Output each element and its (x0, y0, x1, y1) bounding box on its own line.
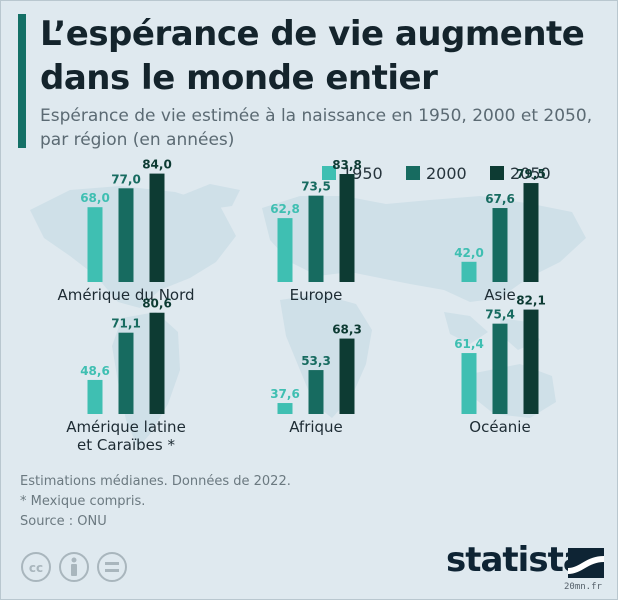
value-label-2050-3: 80,6 (142, 297, 172, 311)
note-estimates: Estimations médianes. Données de 2022. (20, 474, 291, 489)
bar-2050-0 (149, 173, 165, 282)
region-label-4-0: Afrique (289, 418, 343, 436)
region-label-3-1: et Caraïbes * (77, 436, 175, 454)
bar-1950-0 (87, 207, 103, 282)
bar-1950-5 (461, 353, 477, 414)
value-label-1950-2: 42,0 (454, 246, 484, 260)
value-label-2050-1: 83,8 (332, 158, 362, 172)
value-label-2050-0: 84,0 (142, 158, 172, 172)
watermark: 20mn.fr (564, 582, 602, 592)
value-label-2000-2: 67,6 (485, 192, 515, 206)
value-label-1950-5: 61,4 (454, 337, 484, 351)
region-label-2-0: Asie (484, 286, 515, 304)
region-group-2: 42,0 67,679,5 Asie (454, 167, 546, 304)
region-label-3-0: Amérique latine (66, 418, 186, 436)
region-group-0: 68,077,084,0 Amérique du Nord (57, 158, 194, 304)
region-group-5: 61,4 75,482,1 Océanie (454, 294, 546, 436)
region-group-4: 37,6 53,3 68,3 Afrique (270, 323, 362, 436)
bar-2000-0 (118, 188, 134, 282)
legend-swatch-1950 (322, 166, 336, 180)
creative-commons-icon: cc (21, 552, 51, 582)
chart-notes: Estimations médianes. Données de 2022. *… (20, 472, 440, 532)
legend-swatch-2000 (406, 166, 420, 180)
value-label-1950-3: 48,6 (80, 364, 110, 378)
value-label-1950-0: 68,0 (80, 191, 110, 205)
region-group-1: 62,873,583,8 Europe (270, 158, 362, 304)
legend-label-2050: 2050 (510, 164, 551, 183)
bar-2050-3 (149, 312, 165, 414)
region-label-1-0: Europe (290, 286, 343, 304)
page-title: L’espérance de vie augmente dans le mond… (40, 14, 585, 98)
region-label-5-0: Océanie (469, 418, 530, 436)
value-label-2050-2: 79,5 (516, 167, 546, 181)
bar-2050-4 (339, 338, 355, 414)
bar-1950-3 (87, 379, 103, 414)
legend-label-2000: 2000 (426, 164, 467, 183)
bar-1950-1 (277, 218, 293, 282)
value-label-2050-5: 82,1 (516, 294, 546, 308)
legend-swatch-2050 (490, 166, 504, 180)
value-label-2000-1: 73,5 (301, 180, 331, 194)
bar-2000-3 (118, 332, 134, 414)
bar-2050-1 (339, 174, 355, 282)
value-label-2000-5: 75,4 (485, 308, 515, 322)
statista-logo-icon (568, 548, 604, 578)
bar-2000-5 (492, 323, 508, 414)
title-accent-bar (18, 14, 26, 148)
no-derivatives-icon (97, 552, 127, 582)
bar-2000-2 (492, 208, 508, 282)
bar-1950-2 (461, 261, 477, 282)
svg-text:cc: cc (29, 561, 43, 575)
region-label-0-0: Amérique du Nord (57, 286, 194, 304)
value-label-1950-1: 62,8 (270, 202, 300, 216)
value-label-2000-0: 77,0 (111, 172, 141, 186)
value-label-1950-4: 37,6 (270, 387, 300, 401)
statista-logo-text: statista (446, 540, 586, 580)
attribution-icon (59, 552, 89, 582)
bar-1950-4 (277, 403, 293, 414)
bar-2050-5 (523, 309, 539, 414)
bar-2000-4 (308, 370, 324, 414)
value-label-2000-3: 71,1 (111, 317, 141, 331)
value-label-2050-4: 68,3 (332, 323, 362, 337)
bar-2000-1 (308, 195, 324, 282)
note-mexico: * Mexique compris. (20, 494, 146, 509)
license-icons: cc (21, 552, 127, 582)
bar-2050-2 (523, 183, 539, 282)
value-label-2000-4: 53,3 (301, 354, 331, 368)
note-source: Source : ONU (20, 514, 107, 529)
page-subtitle: Espérance de vie estimée à la naissance … (40, 106, 593, 150)
